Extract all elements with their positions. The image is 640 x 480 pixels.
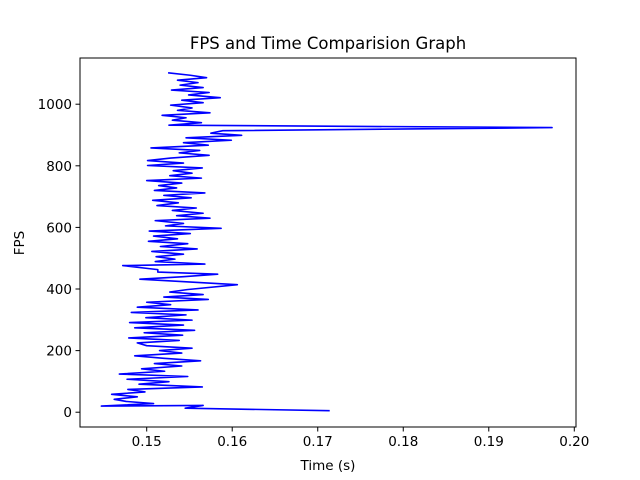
x-tick-label: 0.19 (474, 434, 504, 450)
x-tick-label: 0.17 (303, 434, 333, 450)
y-tick-label: 200 (46, 344, 72, 360)
axes-frame (79, 57, 577, 428)
y-tick-label: 400 (46, 282, 72, 298)
y-axis-label: FPS (12, 231, 28, 255)
x-axis-label: Time (s) (300, 458, 356, 474)
x-tick-label: 0.16 (217, 434, 247, 450)
x-tick-label: 0.15 (132, 434, 162, 450)
series-line-0 (100, 71, 553, 412)
y-tick-label: 0 (63, 405, 72, 421)
y-tick-label: 1000 (38, 97, 72, 113)
x-axis-ticks: 0.15 0.16 0.17 0.18 0.19 0.20 (132, 427, 589, 450)
x-tick-label: 0.18 (388, 434, 418, 450)
y-axis-ticks: 0 200 400 600 800 1000 (38, 97, 80, 421)
x-tick-label: 0.20 (559, 434, 589, 450)
y-tick-label: 800 (46, 159, 72, 175)
y-tick-label: 600 (46, 220, 72, 236)
plot-area (79, 57, 577, 428)
chart-title: FPS and Time Comparision Graph (190, 34, 466, 53)
